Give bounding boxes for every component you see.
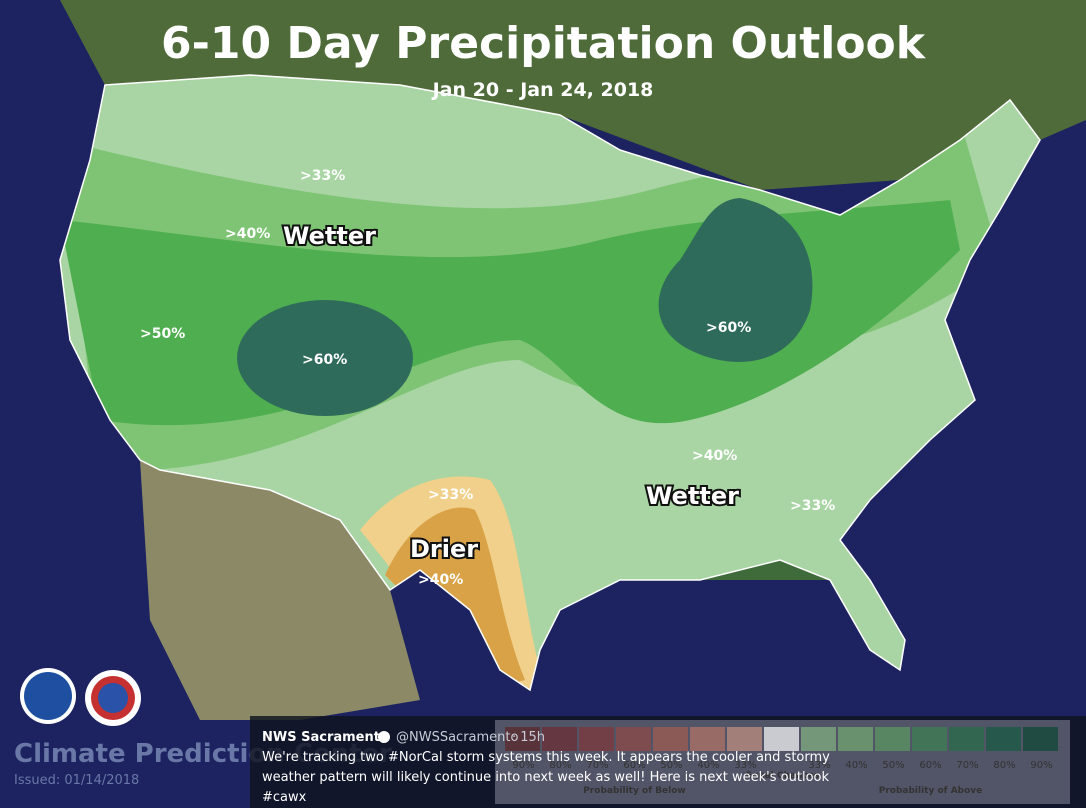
legend-label: 80% bbox=[993, 760, 1015, 771]
logos bbox=[20, 668, 141, 726]
legend-label: 40% bbox=[697, 760, 719, 771]
zone-label: >60% bbox=[706, 320, 751, 336]
legend-label: 70% bbox=[956, 760, 978, 771]
legend-label: 70% bbox=[586, 760, 608, 771]
zone-label: >33% bbox=[300, 168, 345, 184]
legend-swatch bbox=[616, 727, 651, 751]
legend-label: 33% bbox=[734, 760, 756, 771]
tweet-line: weather pattern will likely continue int… bbox=[262, 770, 829, 785]
legend-label: 80% bbox=[549, 760, 571, 771]
tweet-time: · 15h bbox=[512, 730, 545, 745]
legend-label: 90% bbox=[1030, 760, 1052, 771]
legend-label: 50% bbox=[882, 760, 904, 771]
legend-label: 90% bbox=[512, 760, 534, 771]
legend-label: 60% bbox=[623, 760, 645, 771]
title: 6-10 Day Precipitation Outlook bbox=[161, 18, 927, 69]
legend-label: 40% bbox=[845, 760, 867, 771]
legend-swatch bbox=[727, 727, 762, 751]
tweet-line: #cawx bbox=[262, 790, 307, 805]
us-outline bbox=[59, 74, 1041, 692]
zone-label: >40% bbox=[692, 448, 737, 464]
legend-swatch bbox=[542, 727, 577, 751]
legend-swatch bbox=[986, 727, 1021, 751]
legend-title: Probability of Above bbox=[879, 786, 983, 796]
legend-label: Equal Chances bbox=[746, 771, 820, 781]
legend-swatch bbox=[764, 727, 799, 751]
legend-swatch bbox=[912, 727, 947, 751]
legend-swatch bbox=[505, 727, 540, 751]
legend-swatch bbox=[875, 727, 910, 751]
zone-label: >33% bbox=[428, 487, 473, 503]
tweet-name: NWS Sacramento bbox=[262, 730, 389, 745]
legend-label: 60% bbox=[919, 760, 941, 771]
zone-label: >33% bbox=[790, 498, 835, 514]
legend-swatch bbox=[1023, 727, 1058, 751]
legend-swatch bbox=[579, 727, 614, 751]
issued: Issued: 01/14/2018 bbox=[14, 773, 139, 788]
tweet-handle: @NWSSacramento bbox=[396, 730, 519, 745]
legend-swatch bbox=[690, 727, 725, 751]
tweet-line: We're tracking two #NorCal storm systems… bbox=[262, 750, 830, 765]
region-label: Wetter bbox=[283, 222, 376, 250]
zone-label: >40% bbox=[225, 226, 270, 242]
legend-swatch bbox=[949, 727, 984, 751]
zone-label: >50% bbox=[140, 326, 185, 342]
legend-swatch bbox=[801, 727, 836, 751]
legend-label: 50% bbox=[660, 760, 682, 771]
legend-swatch bbox=[653, 727, 688, 751]
region-label: Drier bbox=[410, 535, 478, 563]
zone-label: >40% bbox=[418, 572, 463, 588]
legend-label: 33% bbox=[808, 760, 830, 771]
region-label: Wetter bbox=[646, 482, 739, 510]
subtitle: Jan 20 - Jan 24, 2018 bbox=[431, 79, 654, 101]
legend-swatch bbox=[838, 727, 873, 751]
legend-title: Probability of Below bbox=[583, 786, 686, 796]
verified-icon bbox=[378, 731, 390, 743]
zone-label: >60% bbox=[302, 352, 347, 368]
